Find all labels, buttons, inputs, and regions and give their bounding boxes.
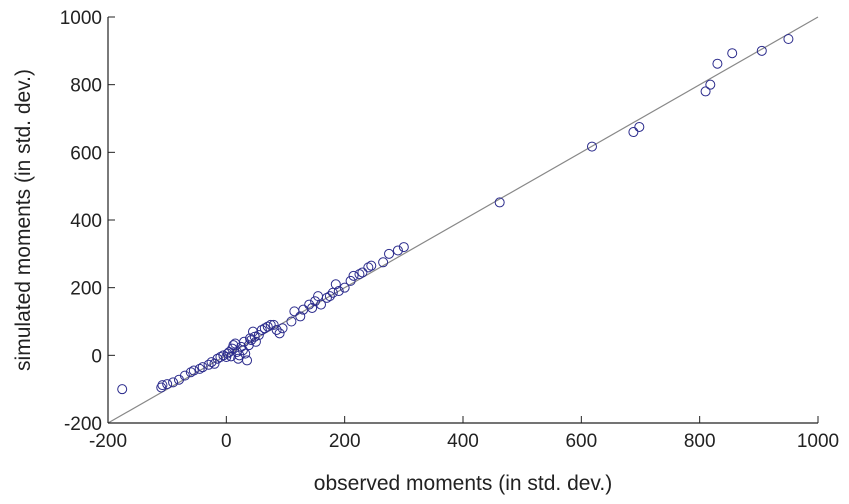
point [277, 323, 288, 334]
point [310, 296, 321, 307]
point [197, 362, 208, 373]
point [392, 245, 403, 256]
point [271, 324, 282, 335]
point [185, 367, 196, 378]
point [384, 248, 395, 259]
point [179, 370, 190, 381]
x-tick-label: -200 [89, 431, 127, 452]
y-axis-label: simulated moments (in std. dev.) [12, 69, 35, 371]
point [366, 260, 377, 271]
point [274, 328, 285, 339]
point [268, 319, 279, 330]
x-tick-label: 200 [329, 431, 361, 452]
x-tick-label: 400 [447, 431, 479, 452]
y-tick-label: 400 [70, 211, 102, 232]
point [348, 270, 359, 281]
point [289, 306, 300, 317]
x-tick-label: 0 [221, 431, 232, 452]
point [256, 324, 267, 335]
point [339, 282, 350, 293]
point [162, 379, 173, 390]
point [363, 262, 374, 273]
point [245, 333, 255, 344]
y-tick-label: -200 [64, 414, 102, 435]
point [242, 355, 253, 366]
point [330, 279, 341, 290]
point [628, 127, 639, 138]
point [333, 286, 344, 297]
point [262, 321, 273, 332]
x-tick-label: 1000 [797, 431, 839, 452]
x-axis-label: observed moments (in std. dev.) [314, 472, 612, 495]
point [295, 311, 306, 322]
point [712, 58, 723, 69]
point [354, 269, 365, 280]
point [378, 257, 389, 268]
point [307, 302, 318, 313]
point [700, 86, 711, 97]
point [634, 121, 645, 132]
point [783, 33, 794, 44]
point [304, 299, 315, 310]
x-tick-label: 600 [565, 431, 597, 452]
point [253, 330, 264, 341]
point [156, 382, 167, 393]
point [324, 291, 335, 302]
point [756, 45, 767, 56]
point [218, 350, 229, 361]
point [194, 363, 205, 374]
point [313, 291, 324, 302]
point [168, 377, 179, 388]
point [250, 336, 261, 347]
point [398, 242, 409, 253]
point [188, 365, 199, 376]
point [316, 299, 326, 310]
point [705, 79, 716, 90]
point [265, 319, 276, 330]
point [206, 357, 217, 368]
point [494, 197, 505, 208]
point [249, 331, 260, 342]
y-tick-label: 600 [70, 143, 102, 164]
point [117, 384, 128, 395]
point [157, 380, 168, 391]
x-tick-label: 800 [684, 431, 716, 452]
point [240, 348, 251, 359]
point [727, 48, 738, 59]
point [321, 292, 332, 303]
y-tick-label: 1000 [60, 8, 102, 29]
y-tick-label: 200 [70, 279, 102, 300]
point [203, 359, 214, 370]
y-tick-label: 0 [91, 346, 102, 367]
point [286, 316, 297, 327]
point [209, 358, 220, 369]
y-tick-label: 800 [70, 76, 102, 97]
point [586, 141, 597, 152]
point [345, 275, 356, 286]
point [357, 267, 368, 278]
point [259, 323, 270, 334]
